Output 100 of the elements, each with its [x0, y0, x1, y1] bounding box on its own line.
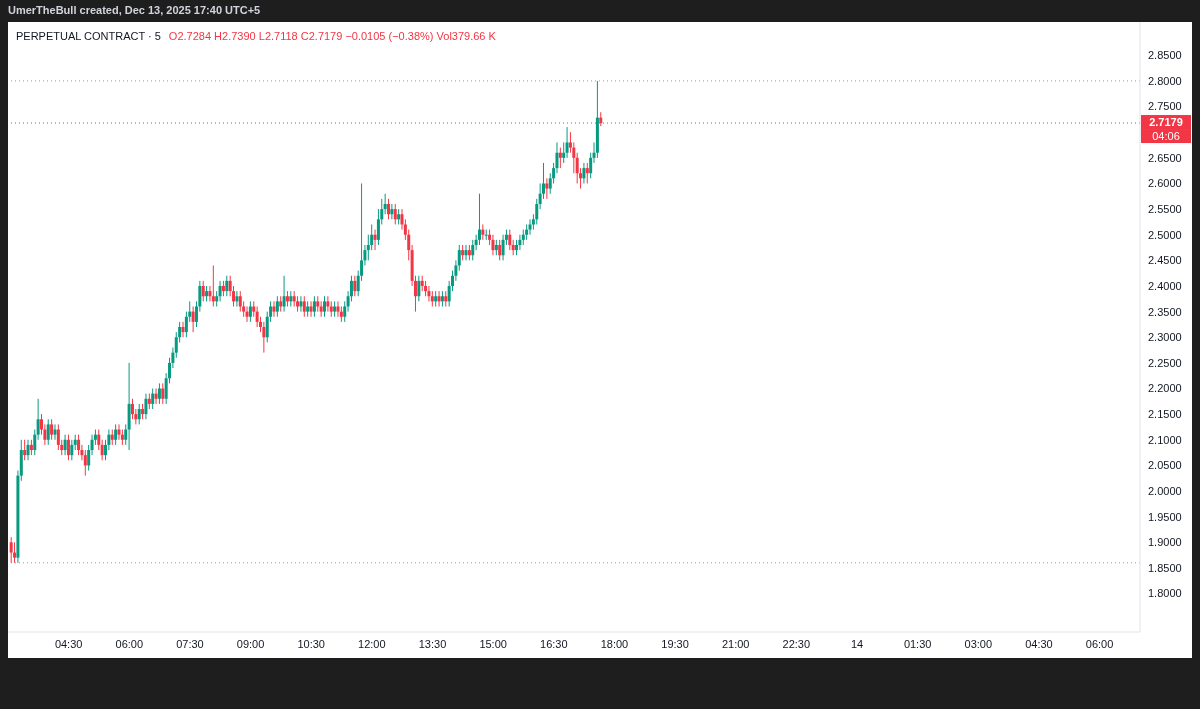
x-tick-label: 04:30: [54, 637, 83, 650]
text: UmerTheBull created, Dec 13, 2025 17:40 UTC+5: [8, 4, 261, 16]
x-tick-label: 09:00: [236, 637, 265, 650]
y-tick-label: 2.5500: [1148, 203, 1182, 216]
x-tick-label: 10:30: [297, 637, 325, 650]
candlestick: [302, 295, 306, 318]
y-tick-label: 2.6500: [1148, 151, 1182, 164]
text: 04:06: [1152, 130, 1180, 143]
y-tick-label: 1.9000: [1148, 536, 1182, 549]
candlestick: [508, 229, 512, 251]
candlestick: [238, 290, 242, 313]
candlestick: [545, 177, 549, 200]
annotation: O2.7284 H2.7390 L2.7118 C2.7179 −0.0105 (−0.38%) Vol379.66 K: [168, 30, 496, 42]
candlestick: [225, 275, 229, 297]
x-tick-label: 12:00: [358, 637, 386, 650]
y-tick-label: 1.9500: [1148, 510, 1182, 523]
y-tick-label: 2.1500: [1148, 408, 1182, 421]
x-tick-label: 06:00: [1085, 637, 1114, 650]
candlestick: [427, 285, 431, 302]
candlestick: [66, 434, 70, 461]
candlestick: [83, 449, 87, 477]
candlestick: [9, 536, 13, 564]
candlestick: [151, 388, 155, 410]
candlestick: [70, 439, 74, 461]
candlestick: [53, 423, 57, 441]
x-tick-label: 13:30: [418, 637, 447, 650]
candlestick: [471, 239, 475, 261]
x-tick-label: 03:00: [964, 637, 993, 650]
candlestick: [383, 193, 387, 215]
candlestick: [565, 126, 569, 159]
candlestick: [50, 418, 54, 441]
y-tick-label: 2.6000: [1148, 177, 1182, 190]
candlestick: [373, 229, 377, 251]
x-tick-label: 21:00: [721, 637, 750, 650]
x-tick-label: 04:30: [1025, 637, 1053, 650]
candlestick: [484, 229, 488, 241]
candlestick: [201, 280, 205, 302]
candlestick: [13, 541, 17, 564]
y-tick-label: 2.0500: [1148, 459, 1182, 472]
y-tick-label: 2.1000: [1148, 433, 1182, 446]
candlestick: [235, 290, 239, 307]
candlestick: [319, 300, 323, 318]
x-tick-label: 06:00: [115, 637, 144, 650]
candlestick: [390, 203, 394, 220]
candlestick: [353, 275, 357, 297]
y-tick-label: 2.2000: [1148, 382, 1182, 395]
candlestick: [154, 388, 158, 405]
candlestick: [157, 382, 161, 405]
candlestick: [114, 423, 118, 446]
y-tick-label: 2.3500: [1148, 305, 1182, 318]
y-tick-label: 2.7500: [1148, 100, 1182, 113]
candlestick: [130, 398, 134, 420]
y-tick-label: 1.8500: [1148, 561, 1182, 574]
candlestick: [323, 295, 327, 318]
y-tick-label: 2.3000: [1148, 331, 1182, 344]
x-tick-label: 18:00: [600, 637, 629, 650]
candlestick: [255, 306, 259, 328]
y-tick-label: 2.0000: [1148, 484, 1182, 497]
y-tick-label: 1.8000: [1148, 587, 1182, 600]
candlestick: [245, 306, 249, 323]
x-tick-label: 01:30: [903, 637, 932, 650]
x-tick-label: 16:30: [540, 637, 568, 650]
candlestick: [498, 239, 502, 261]
candlestick: [77, 434, 81, 456]
candlestick: [585, 162, 589, 184]
x-tick-label: 22:30: [782, 637, 811, 650]
candlestick: [100, 439, 104, 461]
candlestick: [272, 300, 276, 318]
candlestick: [46, 418, 50, 446]
text: PERPETUAL CONTRACT · 5: [16, 30, 161, 42]
candlestick: [501, 234, 505, 261]
y-tick-label: 2.8500: [1148, 49, 1182, 62]
x-tick-label: 15:00: [479, 637, 507, 650]
candlestick: [528, 218, 532, 236]
candlestick: [275, 295, 279, 318]
candlestick: [191, 306, 195, 333]
candlestick: [393, 203, 397, 225]
candlestick: [248, 300, 252, 323]
candlestick: [56, 423, 60, 451]
x-tick-label: 07:30: [176, 637, 204, 650]
candlestick: [117, 423, 121, 441]
y-tick-label: 2.2500: [1148, 356, 1182, 369]
x-tick-label: 14: [850, 637, 864, 650]
candlestick: [262, 321, 266, 354]
x-tick-label: 19:30: [661, 637, 689, 650]
candlestick: [181, 321, 185, 338]
y-tick-label: 2.4500: [1148, 254, 1182, 267]
candlestick: [387, 198, 391, 220]
candlestick: [481, 223, 485, 241]
candlestick: [477, 193, 481, 246]
ref-line-label: 2.7179: [1149, 116, 1183, 129]
candlestick: [326, 295, 330, 313]
y-tick-label: 2.4000: [1148, 279, 1182, 292]
candlestick: [161, 382, 165, 405]
candlestick: [518, 234, 522, 251]
candlestick: [312, 295, 316, 318]
candlestick: [558, 147, 562, 169]
y-tick-label: 2.8000: [1148, 74, 1182, 87]
y-tick-label: 2.5000: [1148, 228, 1182, 241]
candlestick: [211, 264, 215, 307]
